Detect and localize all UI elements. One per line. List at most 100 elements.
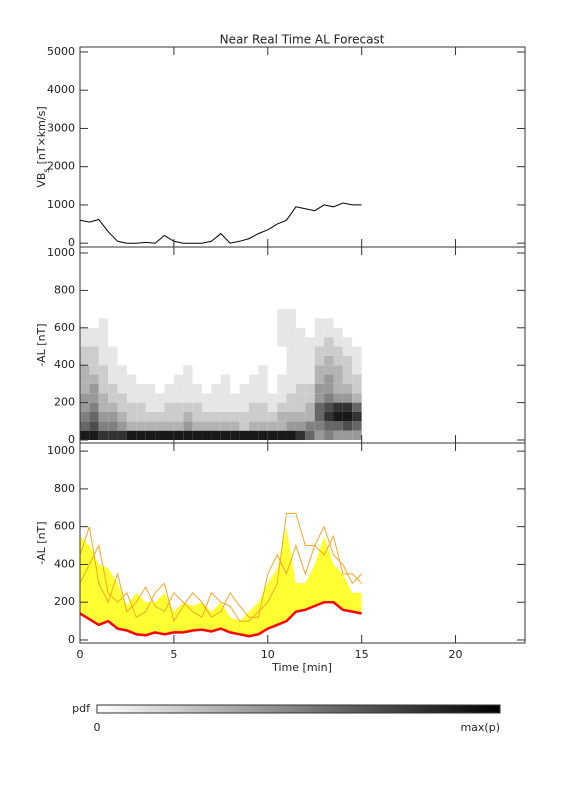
heatmap-cell [258,337,268,347]
heatmap-cell [98,393,109,403]
heatmap-cell [117,337,127,347]
heatmap-cell [202,309,212,319]
heatmap-cell [239,421,249,431]
heatmap-cell [164,365,174,375]
heatmap-cell [295,309,306,319]
heatmap-cell [80,355,90,366]
heatmap-cell [98,337,109,347]
heatmap-cell [80,337,90,347]
heatmap-cell [192,383,203,394]
heatmap-cell [258,309,268,319]
y-tick-label: 400 [54,557,75,570]
heatmap-cell [126,393,137,403]
heatmap-cell [239,309,249,319]
heatmap-cell [192,318,203,328]
x-tick-label: 15 [355,648,369,661]
heatmap-cell [145,327,156,338]
heatmap-cell [295,355,306,366]
heatmap-cell [164,374,174,384]
heatmap-cell [305,411,315,422]
heatmap-cell [239,430,249,441]
heatmap-cell [89,327,99,338]
heatmap-cell [352,365,362,375]
heatmap-cell [314,346,325,356]
heatmap-cell [136,327,146,338]
heatmap-cell [108,346,118,356]
heatmap-cell [333,346,343,356]
heatmap-cell [89,309,99,319]
heatmap-cell [89,402,99,412]
heatmap-cell [211,309,221,319]
heatmap-cell [192,309,203,319]
heatmap-cell [286,393,296,403]
heatmap-cell [173,430,184,441]
heatmap-cell [295,327,306,338]
heatmap-cell [98,411,109,422]
heatmap-cell [239,346,249,356]
heatmap-cell [295,421,306,431]
heatmap-cell [352,421,362,431]
heatmap-cell [211,383,221,394]
heatmap-cell [333,383,343,394]
heatmap-cell [277,421,287,431]
heatmap-cell [192,421,203,431]
heatmap-cell [286,374,296,384]
heatmap-cell [145,365,156,375]
heatmap-cell [286,402,296,412]
heatmap-cell [211,337,221,347]
heatmap-cell [342,327,353,338]
y-tick-label: 600 [54,520,75,533]
heatmap-cell [164,411,174,422]
heatmap-cell [89,383,99,394]
heatmap-cell [295,337,306,347]
heatmap-cell [117,374,127,384]
y-tick-label: 0 [68,236,75,249]
heatmap-cell [108,337,118,347]
heatmap-cell [145,411,156,422]
heatmap-cell [230,383,240,394]
heatmap-cell [230,337,240,347]
heatmap-cell [286,383,296,394]
heatmap-cell [183,337,193,347]
heatmap-cell [98,355,109,366]
heatmap-cell [333,318,343,328]
heatmap-cell [324,337,334,347]
heatmap-cell [164,421,174,431]
heatmap-cell [173,421,184,431]
heatmap-cell [108,402,118,412]
heatmap-cell [126,346,137,356]
heatmap-cell [183,318,193,328]
heatmap-cell [305,374,315,384]
heatmap-cell [108,309,118,319]
heatmap-cell [117,393,127,403]
heatmap-cell [239,365,249,375]
heatmap-cell [342,346,353,356]
heatmap-cell [258,374,268,384]
heatmap-cell [136,402,146,412]
heatmap-cell [258,393,268,403]
heatmap-cell [126,430,137,441]
heatmap-cell [173,374,184,384]
y-axis-label: -AL [nT] [35,521,48,564]
heatmap-cell [286,337,296,347]
heatmap-cell [248,430,259,441]
heatmap-cell [314,430,325,441]
heatmap-cell [258,318,268,328]
heatmap-cell [324,374,334,384]
heatmap-cell [220,309,231,319]
heatmap-cell [230,318,240,328]
heatmap-cell [80,374,90,384]
heatmap-cell [155,374,165,384]
heatmap-cell [155,393,165,403]
heatmap-cell [98,346,109,356]
heatmap-cell [98,309,109,319]
heatmap-cell [155,318,165,328]
heatmap-cell [202,411,212,422]
heatmap-cell [324,430,334,441]
heatmap-cell [108,365,118,375]
heatmap-cell [192,355,203,366]
heatmap-cell [145,402,156,412]
heatmap-cell [333,393,343,403]
y-tick-label: 5000 [47,45,75,58]
heatmap-cell [305,346,315,356]
